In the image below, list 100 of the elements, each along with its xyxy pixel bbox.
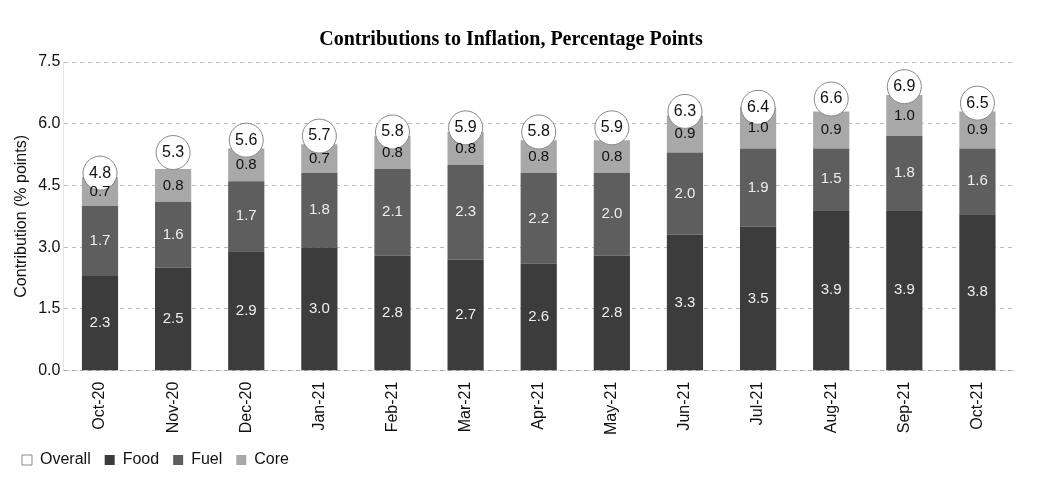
bar: [81, 206, 119, 276]
bar: [447, 164, 484, 260]
data-label: 1.7: [235, 206, 257, 224]
data-label: 0.9: [967, 120, 988, 138]
x-tick-label: Mar-21: [456, 381, 474, 433]
bar: [959, 214, 996, 371]
data-label: 6.6: [820, 89, 843, 107]
x-tick-label: May-21: [602, 381, 620, 436]
y-axis-title: Contribution (% points): [12, 134, 30, 298]
y-tick-label: 1.5: [38, 299, 61, 317]
data-label: 0.8: [235, 155, 257, 173]
bar: [739, 226, 777, 371]
data-label: 6.4: [746, 97, 770, 115]
bar: [81, 276, 119, 371]
data-label: 2.8: [382, 302, 403, 320]
legend-label: Food: [122, 450, 160, 468]
bar: [959, 148, 996, 215]
data-label: 5.7: [308, 126, 331, 144]
data-label: 0.8: [455, 138, 477, 156]
data-label: 6.5: [966, 93, 989, 111]
data-label: 2.1: [382, 202, 403, 220]
data-label: 5.3: [162, 142, 185, 160]
data-label: 2.0: [674, 183, 696, 201]
data-label: 6.9: [893, 77, 916, 95]
data-label: 3.8: [967, 282, 988, 300]
data-label: 0.8: [162, 175, 184, 193]
x-tick-label: Oct-21: [967, 381, 985, 430]
y-tick-label: 0.0: [38, 361, 61, 379]
data-label: 1.6: [162, 224, 184, 242]
x-tick-label: Aug-21: [821, 381, 839, 434]
data-label: 4.8: [88, 163, 112, 181]
bar: [593, 173, 630, 256]
bar: [374, 169, 411, 256]
bar: [593, 255, 630, 371]
data-label: 3.9: [893, 280, 915, 298]
y-tick-label: 7.5: [38, 52, 61, 70]
bar: [447, 259, 484, 371]
data-label: 6.3: [673, 101, 697, 119]
bar: [813, 148, 850, 211]
data-label: 2.2: [528, 208, 550, 226]
bar: [301, 173, 338, 248]
data-label: 2.9: [235, 300, 257, 318]
x-tick-label: Oct-20: [90, 381, 108, 430]
x-tick-label: Nov-20: [163, 381, 181, 434]
legend-label: Fuel: [191, 450, 223, 468]
data-label: 1.9: [747, 177, 769, 195]
data-label: 2.7: [455, 304, 477, 322]
data-label: 2.0: [601, 204, 623, 222]
bar: [155, 267, 192, 371]
data-label: 0.9: [820, 120, 842, 138]
bar: [155, 201, 192, 268]
bar: [228, 251, 265, 371]
bar: [228, 181, 265, 252]
data-label: 5.6: [235, 130, 258, 148]
data-label: 0.8: [601, 146, 623, 164]
data-label: 1.8: [893, 163, 915, 181]
x-tick-label: Jul-21: [748, 381, 766, 426]
y-tick-label: 4.5: [38, 175, 61, 193]
data-label: 0.9: [674, 124, 696, 142]
bar: [666, 234, 704, 371]
data-label: 2.6: [528, 307, 550, 325]
data-label: 1.6: [967, 171, 988, 189]
x-tick-label: Jun-21: [675, 381, 693, 431]
data-label: 5.9: [454, 118, 477, 136]
data-label: 2.8: [601, 302, 623, 320]
data-label: 3.3: [674, 292, 696, 310]
legend-label: Overall: [40, 450, 91, 468]
data-label: 2.3: [455, 202, 477, 220]
data-label: 5.8: [527, 122, 550, 140]
x-tick-label: Apr-21: [529, 381, 547, 430]
y-tick-label: 6.0: [38, 114, 61, 132]
data-label: 2.5: [162, 309, 184, 327]
x-tick-label: Sep-21: [894, 381, 912, 434]
data-label: 0.8: [528, 146, 550, 164]
data-label: 3.0: [308, 298, 330, 316]
bar: [520, 263, 557, 371]
bar: [666, 152, 704, 235]
bar: [520, 173, 557, 264]
legend-label: Core: [254, 450, 290, 468]
data-label: 0.7: [308, 148, 330, 166]
bar: [374, 255, 411, 371]
data-label: 5.9: [600, 118, 624, 136]
x-tick-label: Feb-21: [382, 381, 400, 433]
data-label: 3.9: [820, 280, 842, 298]
bar: [886, 210, 923, 371]
data-label: 1.0: [747, 117, 769, 135]
data-label: 1.5: [820, 169, 842, 187]
chart-title: Contributions to Inflation, Percentage Points: [319, 27, 703, 51]
y-tick-label: 3.0: [38, 237, 61, 255]
x-tick-label: Jan-21: [309, 381, 327, 431]
data-label: 0.8: [382, 142, 403, 160]
data-label: 3.5: [747, 288, 769, 306]
data-label: 1.7: [89, 231, 111, 249]
bar: [301, 247, 338, 371]
data-label: 1.0: [893, 105, 915, 123]
data-label: 2.3: [89, 313, 111, 331]
bar: [886, 136, 923, 211]
data-label: 1.8: [308, 200, 330, 218]
data-label: 5.8: [381, 122, 404, 140]
x-tick-label: Dec-20: [236, 381, 254, 434]
